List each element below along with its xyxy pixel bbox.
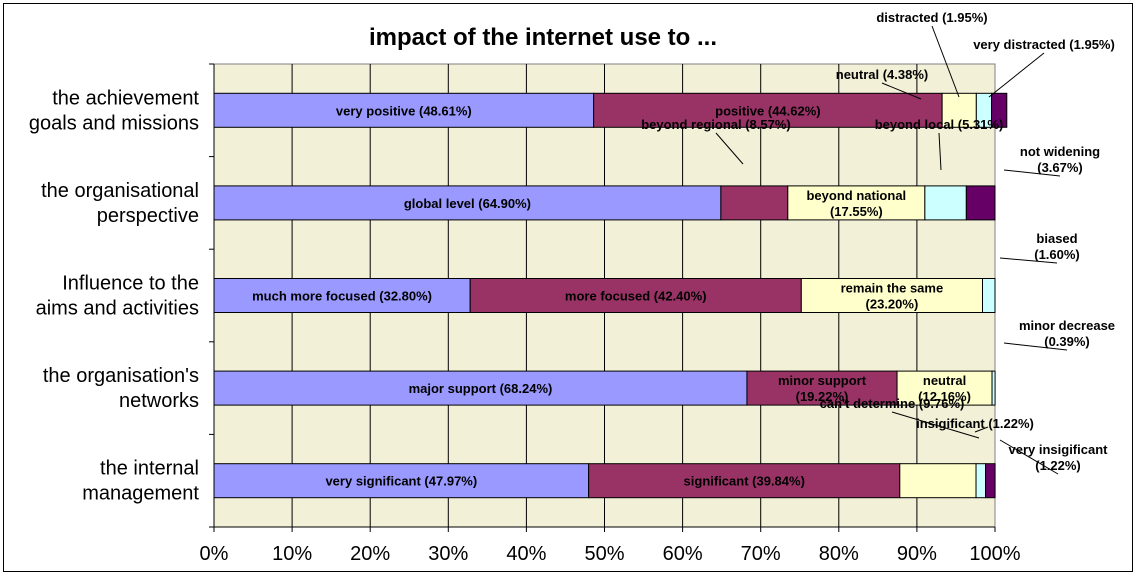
- data-label: more focused (42.40%): [565, 289, 707, 304]
- category-label: the achievement: [52, 87, 199, 109]
- x-tick-label: 0%: [200, 543, 229, 565]
- bar-segment: [896, 370, 993, 406]
- data-label: very significant (47.97%): [325, 474, 477, 489]
- bar-segment: [941, 92, 977, 128]
- category-label: goals and missions: [29, 112, 199, 134]
- data-label: neutral (4.38%): [836, 67, 928, 82]
- bar-segment: [800, 278, 984, 313]
- bar-segment: [982, 278, 996, 313]
- leader-line: [715, 132, 744, 165]
- leader-line: [999, 257, 1058, 264]
- category-label: the organisational: [41, 180, 199, 202]
- category-label: management: [82, 483, 199, 505]
- data-label: (1.60%): [1034, 247, 1080, 262]
- leader-line: [881, 82, 922, 100]
- data-label: very insigificant: [1009, 442, 1109, 457]
- category-label: Influence to the: [62, 273, 199, 295]
- leader-line: [999, 439, 1059, 475]
- x-tick-label: 50%: [584, 543, 624, 565]
- x-tick-label: 100%: [969, 543, 1020, 565]
- data-label: (0.39%): [1044, 334, 1090, 349]
- data-label: beyond national: [806, 188, 906, 203]
- bar-segment: [746, 370, 898, 406]
- data-label: biased: [1036, 231, 1077, 246]
- leader-line: [1003, 342, 1068, 351]
- bar-segment: [588, 463, 901, 499]
- leader-line: [1003, 169, 1061, 177]
- bar-segment: [899, 463, 977, 499]
- data-label: not widening: [1020, 144, 1100, 159]
- category-label: the organisation's: [43, 365, 199, 387]
- chart-frame: impact of the internet use to ... 0% 10% 2…: [3, 3, 1133, 572]
- bar-segment: [924, 185, 967, 221]
- data-label: minor decrease: [1019, 318, 1115, 333]
- data-label: (3.67%): [1037, 160, 1083, 175]
- data-label: neutral: [923, 373, 966, 388]
- bar-segment: [593, 92, 943, 128]
- leader-line: [974, 426, 989, 433]
- x-tick-label: 70%: [741, 543, 781, 565]
- category-label: perspective: [97, 205, 199, 227]
- category-label: aims and activities: [36, 298, 199, 320]
- x-tick-label: 80%: [819, 543, 859, 565]
- bar-segment: [975, 463, 987, 499]
- category-label: the internal: [100, 458, 199, 480]
- data-label: remain the same: [841, 281, 944, 296]
- category-label: networks: [119, 390, 199, 412]
- data-label: significant (39.84%): [684, 474, 805, 489]
- leader-line: [938, 132, 942, 171]
- stacked-bar-chart: impact of the internet use to ... 0% 10% 2…: [29, 10, 1115, 565]
- leader-line: [988, 52, 1045, 98]
- leader-line: [931, 25, 960, 98]
- data-label: (17.55%): [830, 204, 883, 219]
- data-label: beyond local (5.31%): [875, 117, 1004, 132]
- data-label: very distracted (1.95%): [973, 37, 1115, 52]
- bar-segment: [991, 370, 996, 406]
- bar-segment: [985, 463, 996, 499]
- bar-segment: [787, 185, 926, 221]
- data-label: very positive (48.61%): [336, 103, 472, 118]
- data-label: much more focused (32.80%): [252, 289, 432, 304]
- bar-segment: [213, 463, 590, 499]
- bar-segment: [991, 92, 1008, 128]
- data-label: distracted (1.95%): [876, 10, 987, 25]
- x-tick-label: 40%: [506, 543, 546, 565]
- x-tick-label: 90%: [897, 543, 937, 565]
- bar-segment: [213, 185, 722, 221]
- data-label: major support (68.24%): [409, 381, 553, 396]
- data-label: (23.20%): [866, 297, 919, 312]
- data-label: can't determine (9.76%): [820, 396, 965, 411]
- x-tick-label: 60%: [663, 543, 703, 565]
- x-tick-label: 20%: [350, 543, 390, 565]
- x-tick-label: 30%: [428, 543, 468, 565]
- bar-segment: [965, 185, 996, 221]
- chart-title: impact of the internet use to ...: [369, 24, 717, 51]
- leader-line: [891, 411, 980, 439]
- data-label: global level (64.90%): [404, 196, 531, 211]
- data-label: (12.16%): [918, 389, 971, 404]
- data-label: (1.22%): [1035, 458, 1081, 473]
- data-label: beyond regional (8.57%): [641, 117, 791, 132]
- data-label: minor support: [778, 373, 867, 388]
- data-label: positive (44.62%): [715, 103, 821, 118]
- bar-segment: [213, 92, 595, 128]
- bar-segment: [720, 185, 789, 221]
- data-label: (19.22%): [796, 389, 849, 404]
- data-label: insigificant (1.22%): [916, 416, 1034, 431]
- x-tick-label: 10%: [272, 543, 312, 565]
